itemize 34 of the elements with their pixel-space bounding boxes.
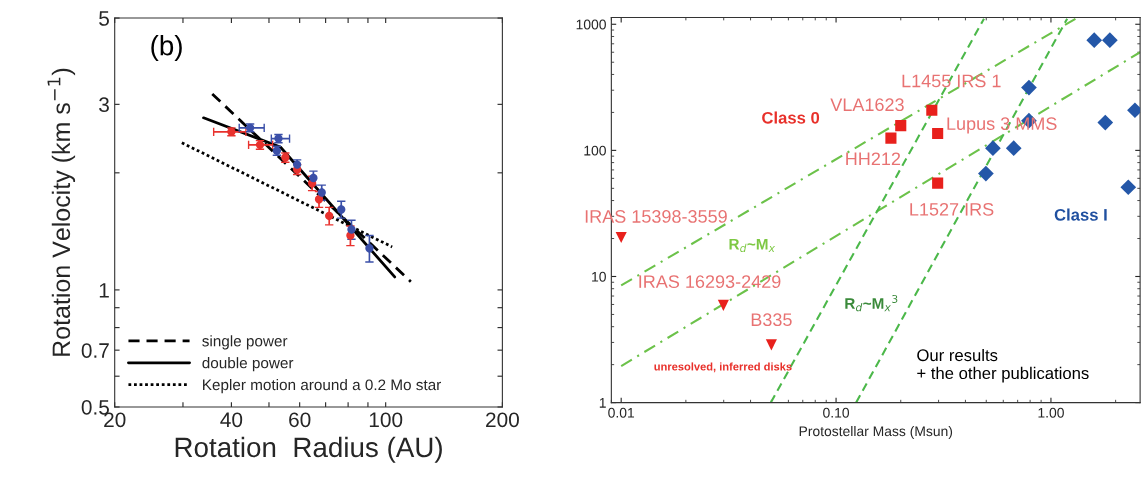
annotation: HH212 [846,152,901,166]
legend-label: double power [202,357,294,372]
x-tick-label: 40 [220,412,243,428]
x-tick-label: 0.10 [823,407,850,418]
y-tick-label: 0.7 [81,343,109,358]
legend-label: single power [202,335,288,350]
y-tick-label: 3 [99,97,109,113]
annotation: L1527 IRS [910,202,994,216]
y-tick-label: 1000 [576,19,606,30]
x-tick-label: 100 [369,412,403,428]
y-axis-title: Rotation Velocity (km s$^{−1}$) [47,68,76,356]
x-tick-label: 1.00 [1038,407,1064,418]
annotation: L1455 IRS 1 [902,74,1001,88]
y-tick-label: 1 [99,283,109,298]
annotation: Class I [1054,208,1107,221]
annotation: Class 0 [762,111,820,124]
annotation: Our results + the other publications [917,348,1089,383]
annotation: B335 [751,313,792,327]
x-tick-label: 60 [289,412,311,428]
annotation: R$_{d}$~M$_{x}$$^{3}$ [845,294,898,312]
y-tick-label: 5 [99,11,109,26]
y-tick-label: 10 [592,271,606,282]
x-axis-title: Protostellar Mass (Msun) [799,425,953,439]
y-tick-label: 100 [584,145,606,156]
x-axis-title: Rotation Radius (AU) [175,436,442,463]
x-tick-label: 0.01 [608,407,635,418]
annotation: (b) [151,35,182,61]
annotation: IRAS 16293-2429 [639,275,781,289]
y-tick-label: 1 [599,398,606,408]
annotation: unresolved, inferred disks [654,362,792,373]
annotation: VLA1623 [830,98,904,112]
legend-label: Kepler motion around a 0.2 Mo star [203,379,442,394]
annotation: R$_{d}$~M$_{x}$ [729,238,776,253]
x-tick-label: 200 [486,412,519,428]
